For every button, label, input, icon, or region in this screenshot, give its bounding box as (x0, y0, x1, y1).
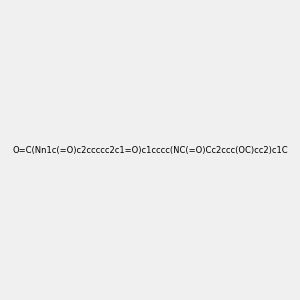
Text: O=C(Nn1c(=O)c2ccccc2c1=O)c1cccc(NC(=O)Cc2ccc(OC)cc2)c1C: O=C(Nn1c(=O)c2ccccc2c1=O)c1cccc(NC(=O)Cc… (12, 146, 288, 154)
